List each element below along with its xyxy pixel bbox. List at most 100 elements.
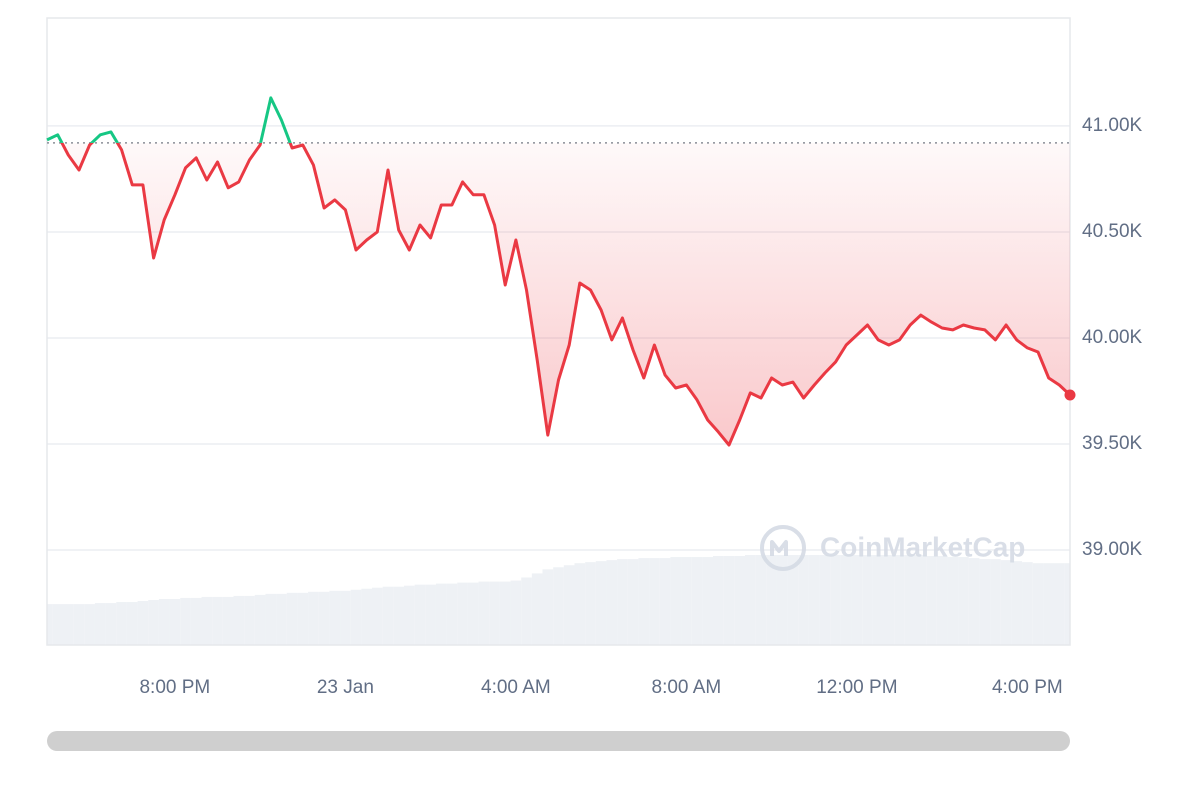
y-tick-label: 41.00K	[1082, 115, 1143, 136]
volume-bar	[617, 559, 628, 645]
volume-bar	[808, 555, 820, 645]
volume-bar	[713, 556, 724, 645]
volume-bar	[787, 555, 799, 645]
volume-bar	[649, 558, 660, 645]
watermark-logo	[760, 525, 806, 571]
volume-bar	[1000, 560, 1012, 645]
volume-bar	[137, 601, 149, 645]
volume-bar	[606, 560, 618, 645]
volume-bar	[553, 567, 564, 645]
volume-bar	[798, 555, 809, 645]
volume-bar	[169, 598, 181, 645]
watermark-text: CoinMarketCap	[820, 531, 1025, 562]
x-tick-label: 12:00 PM	[816, 677, 897, 698]
volume-bar	[1054, 563, 1065, 645]
watermark-logo-mark	[770, 540, 788, 556]
volume-bar	[158, 598, 170, 645]
volume-bar	[979, 559, 991, 645]
volume-bar	[776, 555, 788, 645]
volume-bar	[744, 555, 756, 645]
volume-bar	[990, 559, 1001, 645]
volume-bar	[734, 556, 745, 645]
volume-bar	[393, 586, 404, 645]
volume-bar	[467, 582, 479, 645]
volume-bar	[691, 557, 703, 645]
last-price-dot	[1064, 389, 1076, 401]
x-tick-label: 8:00 AM	[652, 677, 722, 698]
volume-bar	[105, 603, 117, 645]
volume-bar	[403, 585, 415, 645]
x-tick-label: 8:00 PM	[139, 677, 210, 698]
volume-bar	[457, 582, 468, 645]
y-tick-label: 39.50K	[1082, 433, 1143, 454]
volume-bar	[872, 555, 884, 645]
volume-bar	[254, 594, 266, 645]
volume-bar	[819, 555, 831, 645]
volume-bar	[148, 600, 159, 645]
volume-bar	[84, 604, 95, 645]
volume-bar	[297, 592, 309, 645]
volume-bar	[510, 580, 522, 645]
price-area	[61, 142, 1070, 445]
volume-bar	[585, 562, 596, 645]
volume-bar	[702, 557, 714, 645]
volume-bar	[595, 561, 607, 645]
volume-bar	[233, 595, 245, 645]
volume-bar	[894, 555, 905, 645]
volume-bar	[489, 581, 500, 645]
volume-bar	[201, 596, 213, 645]
volume-bar	[414, 584, 426, 645]
scrollbar[interactable]	[47, 731, 1070, 751]
volume-layer	[47, 555, 1070, 645]
volume-bar	[936, 556, 948, 645]
volume-bar	[361, 588, 373, 645]
volume-bar	[73, 604, 85, 645]
x-tick-label: 4:00 AM	[481, 677, 551, 698]
volume-bar	[638, 558, 650, 645]
x-tick-label: 23 Jan	[317, 677, 374, 698]
volume-bar	[350, 589, 362, 645]
volume-bar	[574, 563, 586, 645]
volume-bar	[883, 555, 895, 645]
line-layer	[46, 96, 1076, 447]
volume-bar	[222, 596, 234, 645]
watermark: CoinMarketCap	[760, 525, 1025, 571]
volume-bar	[499, 581, 511, 645]
volume-bar	[318, 591, 330, 645]
volume-bar	[126, 602, 138, 645]
volume-bar	[47, 604, 53, 645]
volume-bar	[446, 583, 458, 645]
volume-bar	[521, 577, 532, 645]
volume-bar	[1022, 562, 1033, 645]
volume-bar	[1064, 563, 1070, 645]
volume-bar	[62, 604, 74, 645]
volume-bar	[52, 604, 63, 645]
volume-bar	[425, 584, 436, 645]
volume-bar	[329, 590, 341, 645]
y-tick-label: 39.00K	[1082, 539, 1143, 560]
volume-bar	[670, 557, 682, 645]
volume-bar	[851, 555, 863, 645]
volume-bar	[830, 555, 841, 645]
volume-bar	[915, 555, 927, 645]
volume-bar	[968, 558, 980, 645]
volume-bar	[1043, 563, 1055, 645]
volume-bar	[308, 591, 319, 645]
volume-bar	[840, 555, 852, 645]
y-tick-label: 40.50K	[1082, 221, 1143, 242]
x-tick-label: 4:00 PM	[992, 677, 1063, 698]
volume-bar	[340, 590, 351, 645]
volume-bar	[180, 597, 191, 645]
y-tick-label: 40.00K	[1082, 327, 1143, 348]
volume-bar	[766, 555, 777, 645]
volume-bar	[190, 597, 202, 645]
volume-bar	[659, 558, 671, 645]
volume-bar	[265, 593, 277, 645]
volume-bar	[94, 603, 106, 645]
volume-bar	[1032, 563, 1044, 645]
volume-bar	[904, 555, 916, 645]
volume-bar	[926, 556, 937, 645]
volume-bar	[958, 557, 969, 645]
